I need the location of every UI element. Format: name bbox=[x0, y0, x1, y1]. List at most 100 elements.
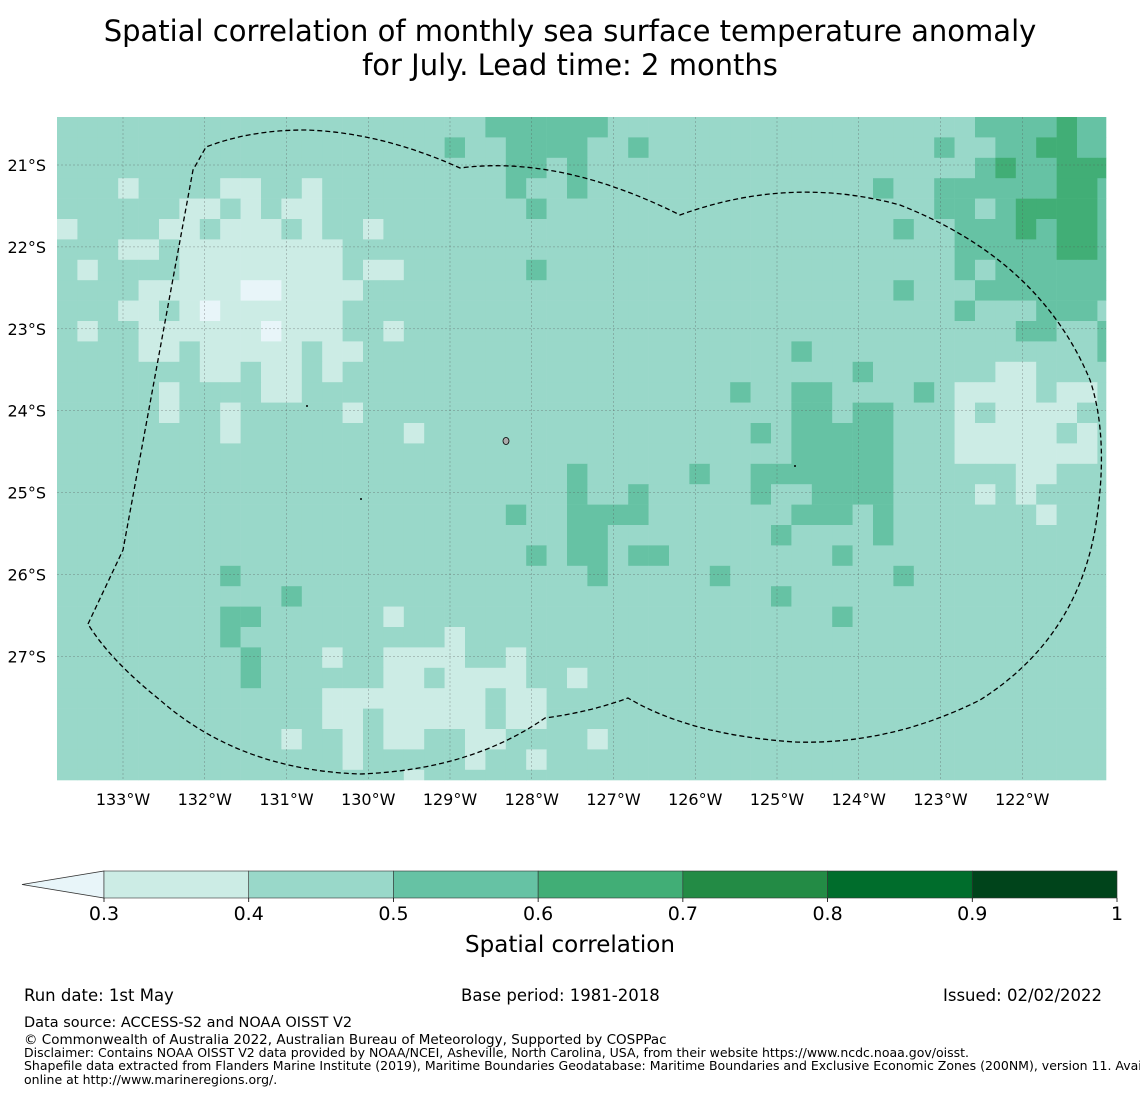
grid-cell bbox=[546, 627, 568, 648]
grid-cell bbox=[852, 586, 874, 607]
grid-cell bbox=[485, 157, 507, 179]
grid-cell bbox=[220, 708, 241, 730]
grid-cell bbox=[97, 423, 119, 444]
grid-cell bbox=[485, 667, 507, 689]
grid-cell bbox=[281, 708, 303, 730]
grid-cell bbox=[159, 708, 180, 730]
grid-cell bbox=[342, 157, 364, 179]
grid-cell bbox=[750, 137, 772, 159]
grid-cell bbox=[485, 361, 507, 383]
grid-cell bbox=[301, 708, 323, 730]
grid-cell bbox=[648, 157, 670, 179]
grid-cell bbox=[363, 504, 384, 526]
grid-cell bbox=[893, 504, 915, 526]
grid-cell bbox=[220, 117, 241, 138]
grid-cell bbox=[648, 565, 670, 587]
grid-cell bbox=[485, 300, 507, 322]
grid-cell bbox=[57, 157, 78, 179]
grid-cell bbox=[77, 361, 99, 383]
grid-cell bbox=[1077, 606, 1098, 628]
grid-cell bbox=[832, 341, 853, 363]
grid-cell bbox=[1097, 157, 1107, 179]
grid-cell bbox=[424, 178, 445, 199]
grid-cell bbox=[220, 443, 241, 465]
grid-cell bbox=[505, 606, 527, 628]
grid-cell bbox=[383, 504, 405, 526]
grid-cell bbox=[587, 239, 609, 261]
grid-cell bbox=[995, 525, 1017, 546]
grid-cell bbox=[322, 300, 343, 322]
grid-cell bbox=[607, 382, 629, 403]
grid-cell bbox=[240, 137, 262, 159]
grid-cell bbox=[179, 769, 201, 781]
colorbar-under-extension bbox=[21, 870, 105, 899]
grid-cell bbox=[934, 117, 955, 138]
grid-cell bbox=[934, 198, 955, 220]
grid-cell bbox=[240, 157, 262, 179]
grid-cell bbox=[954, 321, 976, 342]
grid-cell bbox=[832, 157, 853, 179]
grid-cell bbox=[424, 423, 445, 444]
grid-cell bbox=[485, 545, 507, 567]
grid-cell bbox=[954, 525, 976, 546]
grid-cell bbox=[791, 382, 813, 403]
grid-cell bbox=[934, 484, 955, 505]
grid-cell bbox=[1036, 280, 1057, 301]
grid-cell bbox=[97, 259, 119, 281]
grid-cell bbox=[730, 300, 751, 322]
grid-cell bbox=[118, 647, 139, 669]
grid-cell bbox=[873, 667, 894, 689]
grid-cell bbox=[669, 117, 690, 138]
grid-cell bbox=[893, 423, 915, 444]
grid-cell bbox=[179, 525, 201, 546]
grid-cell bbox=[771, 627, 792, 648]
grid-cell bbox=[791, 361, 813, 383]
grid-cell bbox=[342, 178, 364, 199]
grid-cell bbox=[587, 586, 609, 607]
grid-cell bbox=[893, 565, 915, 587]
lon-tick-label: 127°W bbox=[586, 790, 641, 809]
lat-tick-label: 25°S bbox=[7, 484, 46, 503]
grid-cell bbox=[240, 239, 262, 261]
grid-cell bbox=[669, 198, 690, 220]
grid-cell bbox=[363, 239, 384, 261]
grid-cell bbox=[730, 586, 751, 607]
grid-cell bbox=[873, 647, 894, 669]
grid-cell bbox=[873, 280, 894, 301]
grid-cell bbox=[873, 219, 894, 240]
grid-cell bbox=[1056, 239, 1078, 261]
grid-cell bbox=[750, 504, 772, 526]
grid-cell bbox=[220, 627, 241, 648]
colorbar-tick-label: 0.6 bbox=[523, 903, 553, 925]
grid-cell bbox=[57, 117, 78, 138]
grid-cell bbox=[342, 443, 364, 465]
grid-cell bbox=[852, 300, 874, 322]
grid-cell bbox=[465, 484, 486, 505]
grid-cell bbox=[587, 219, 609, 240]
grid-cell bbox=[771, 443, 792, 465]
grid-cell bbox=[587, 300, 609, 322]
grid-cell bbox=[791, 157, 813, 179]
grid-cell bbox=[261, 382, 282, 403]
grid-cell bbox=[261, 627, 282, 648]
grid-cell bbox=[852, 178, 874, 199]
grid-cell bbox=[240, 178, 262, 199]
grid-cell bbox=[1056, 484, 1078, 505]
grid-cell bbox=[954, 239, 976, 261]
grid-cell bbox=[465, 402, 486, 424]
grid-cell bbox=[669, 688, 690, 709]
grid-cell bbox=[526, 382, 547, 403]
colorbar-tick-label: 0.5 bbox=[378, 903, 408, 925]
grid-cell bbox=[934, 525, 955, 546]
grid-cell bbox=[505, 729, 527, 750]
grid-cell bbox=[465, 361, 486, 383]
grid-cell bbox=[363, 117, 384, 138]
grid-cell bbox=[628, 219, 649, 240]
grid-cell bbox=[505, 667, 527, 689]
grid-cell bbox=[199, 117, 221, 138]
grid-cell bbox=[322, 463, 343, 485]
grid-cell bbox=[1015, 402, 1037, 424]
grid-cell bbox=[383, 586, 405, 607]
grid-cell bbox=[730, 341, 751, 363]
grid-cell bbox=[485, 484, 507, 505]
